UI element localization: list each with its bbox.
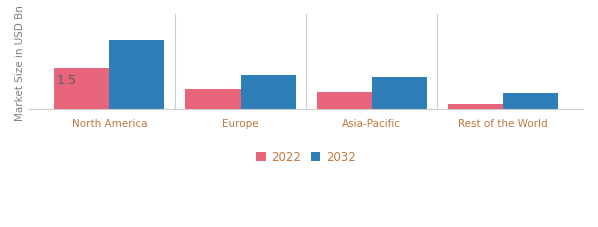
Bar [185, 89, 240, 110]
Bar [109, 41, 164, 110]
Bar [316, 92, 371, 110]
Bar [448, 105, 503, 110]
Bar [54, 69, 109, 110]
Legend: 2022, 2032: 2022, 2032 [252, 146, 361, 168]
Bar [371, 78, 427, 110]
Bar [240, 76, 295, 110]
Text: 1.5: 1.5 [57, 74, 77, 87]
Y-axis label: Market Size in USD Bn: Market Size in USD Bn [15, 5, 25, 120]
Bar [503, 94, 558, 110]
